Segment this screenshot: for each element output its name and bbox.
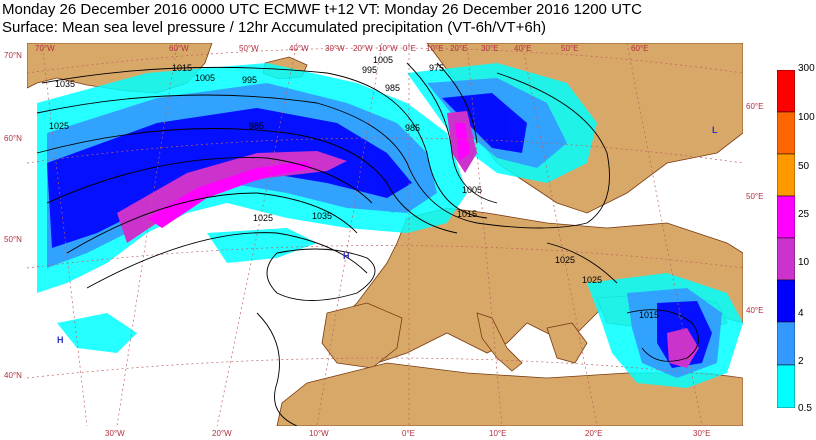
longitude-label: 0°E: [402, 429, 415, 438]
legend-label: 25: [798, 209, 810, 220]
isobar-label: 1005: [373, 55, 393, 65]
isobars: [36, 62, 699, 426]
legend-swatch: [777, 364, 795, 408]
legend-label: 100: [798, 112, 815, 123]
isobar-label: 1025: [49, 121, 69, 131]
longitude-label: 40°E: [514, 44, 531, 53]
longitude-label: 60°W: [169, 44, 189, 53]
isobar-label: 985: [385, 83, 400, 93]
longitude-label: 30°E: [481, 44, 498, 53]
longitude-label: 10°W: [378, 44, 398, 53]
latitude-label: 50°N: [4, 235, 22, 244]
legend-swatch: [777, 153, 795, 197]
isobar-label: 985: [249, 121, 264, 131]
legend-swatch: [777, 111, 795, 155]
latitude-label: 70°N: [4, 51, 22, 60]
longitude-label: 0°E: [403, 44, 416, 53]
legend-swatch: [777, 195, 795, 239]
pressure-centres: H L L H: [57, 125, 718, 345]
low-pressure-mark: L: [712, 125, 718, 135]
isobar-label: 995: [242, 75, 257, 85]
isobar-label: 1025: [555, 255, 575, 265]
longitude-label: 50°W: [239, 44, 259, 53]
isobar-label: 1025: [582, 275, 602, 285]
longitude-label: 30°W: [105, 429, 125, 438]
high-pressure-mark: H: [343, 251, 350, 261]
longitude-label: 10°E: [426, 44, 443, 53]
latitude-label: 50°E: [746, 192, 763, 201]
legend-label: 2: [798, 356, 804, 367]
legend-label: 10: [798, 257, 810, 268]
isobar-label: 1025: [253, 213, 273, 223]
isobar-label: 1005: [195, 73, 215, 83]
right-latitude-labels: 60°E 50°E 40°E: [746, 102, 763, 315]
precipitation-legend: [777, 70, 795, 408]
longitude-label: 20°E: [585, 429, 602, 438]
legend-label: 50: [798, 161, 810, 172]
isobar-label: 1005: [462, 185, 482, 195]
longitude-label: 50°E: [561, 44, 578, 53]
low-pressure-mark: L: [678, 310, 684, 320]
map-title: Monday 26 December 2016 0000 UTC ECMWF t…: [2, 1, 642, 18]
isobar-label: 1035: [55, 79, 75, 89]
latitude-label: 40°N: [4, 371, 22, 380]
longitude-label: 10°W: [309, 429, 329, 438]
legend-label: 300: [798, 63, 815, 74]
high-pressure-mark: H: [57, 335, 64, 345]
isobar-labels: 1035 1025 1015 1005 995 985 1025 1035 98…: [49, 55, 659, 320]
isobar-label: 975: [429, 63, 444, 73]
bottom-longitude-strip: 30°W 20°W 10°W 0°E 10°E 20°E 30°E: [105, 429, 710, 438]
latitude-label: 60°N: [4, 134, 22, 143]
longitude-label: 20°W: [212, 429, 232, 438]
isobar-label: 985: [405, 123, 420, 133]
precipitation-map: 1035 1025 1015 1005 995 985 1025 1035 98…: [27, 43, 743, 426]
top-longitude-labels: 70°W 60°W 50°W 40°W 30°W 20°W 10°W 0°E 1…: [35, 44, 648, 53]
legend-label: 4: [798, 308, 804, 319]
isobar-label: 1015: [639, 310, 659, 320]
isobar-label: 1035: [312, 211, 332, 221]
isobar-label: 1015: [457, 209, 477, 219]
isobar-label: 995: [362, 65, 377, 75]
longitude-label: 10°E: [489, 429, 506, 438]
longitude-label: 20°W: [353, 44, 373, 53]
longitude-label: 20°E: [450, 44, 467, 53]
longitude-label: 60°E: [631, 44, 648, 53]
longitude-label: 40°W: [289, 44, 309, 53]
longitude-label: 30°E: [693, 429, 710, 438]
legend-swatch: [777, 279, 795, 323]
precipitation-extreme: [147, 123, 470, 228]
longitude-label: 70°W: [35, 44, 55, 53]
longitude-label: 30°W: [325, 44, 345, 53]
map-subtitle: Surface: Mean sea level pressure / 12hr …: [2, 19, 547, 36]
legend-swatch: [777, 321, 795, 366]
latitude-label: 60°E: [746, 102, 763, 111]
legend-swatch: [777, 70, 795, 113]
left-latitude-labels: 70°N 60°N 50°N 40°N: [4, 51, 22, 380]
latitude-label: 40°E: [746, 306, 763, 315]
legend-label: 0.5: [798, 403, 812, 414]
graticule-lines: [27, 43, 743, 426]
legend-swatch: [777, 237, 795, 281]
isobar-label: 1015: [172, 63, 192, 73]
